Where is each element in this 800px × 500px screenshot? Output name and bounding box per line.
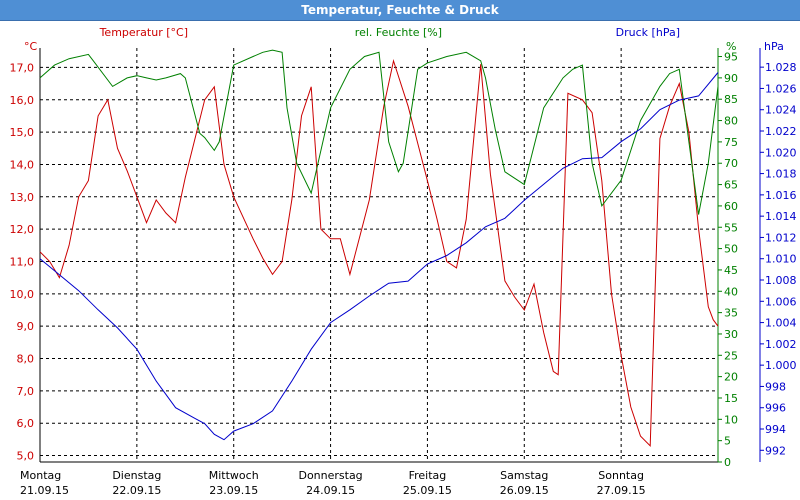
temperature-tick-label: 15,0 xyxy=(10,126,35,139)
humidity-tick-label: 0 xyxy=(724,456,731,469)
humidity-tick-label: 40 xyxy=(724,285,738,298)
x-tick-day: Montag xyxy=(20,469,61,482)
pressure-tick-label: 1.004 xyxy=(765,317,797,330)
humidity-tick-label: 35 xyxy=(724,307,738,320)
humidity-tick-label: 60 xyxy=(724,200,738,213)
humidity-tick-label: 90 xyxy=(724,72,738,85)
pressure-tick-label: 1.010 xyxy=(765,253,797,266)
x-tick-date: 21.09.15 xyxy=(20,484,69,497)
temperature-tick-label: 9,0 xyxy=(17,320,35,333)
pressure-series-line xyxy=(39,72,719,441)
pressure-axis-label: Druck [hPa] xyxy=(616,26,680,39)
pressure-tick-label: 1.026 xyxy=(765,82,797,95)
x-tick-date: 23.09.15 xyxy=(209,484,258,497)
humidity-axis-label: rel. Feuchte [%] xyxy=(355,26,442,39)
humidity-tick-label: 50 xyxy=(724,243,738,256)
x-tick-date: 27.09.15 xyxy=(597,484,646,497)
pressure-tick-label: 998 xyxy=(765,380,786,393)
x-tick-day: Freitag xyxy=(409,469,447,482)
humidity-tick-label: 15 xyxy=(724,392,738,405)
x-tick-date: 22.09.15 xyxy=(112,484,161,497)
humidity-tick-label: 95 xyxy=(724,51,738,64)
x-tick-day: Mittwoch xyxy=(209,469,259,482)
humidity-tick-label: 30 xyxy=(724,328,738,341)
pressure-tick-label: 994 xyxy=(765,423,786,436)
pressure-tick-label: 996 xyxy=(765,402,786,415)
temperature-tick-label: 17,0 xyxy=(10,61,35,74)
pressure-tick-label: 1.016 xyxy=(765,189,797,202)
humidity-tick-label: 65 xyxy=(724,179,738,192)
x-tick-date: 26.09.15 xyxy=(500,484,549,497)
humidity-tick-label: 80 xyxy=(724,115,738,128)
pressure-tick-label: 1.024 xyxy=(765,104,797,117)
x-tick-day: Samstag xyxy=(500,469,548,482)
temperature-tick-label: 12,0 xyxy=(10,223,35,236)
temperature-tick-label: 8,0 xyxy=(17,353,35,366)
humidity-tick-label: 45 xyxy=(724,264,738,277)
temperature-tick-label: 16,0 xyxy=(10,94,35,107)
humidity-unit: % xyxy=(726,40,736,53)
pressure-tick-label: 1.012 xyxy=(765,231,797,244)
pressure-tick-label: 1.006 xyxy=(765,295,797,308)
x-tick-date: 24.09.15 xyxy=(306,484,355,497)
temperature-axis-label: Temperatur [°C] xyxy=(99,26,188,39)
x-tick-day: Donnerstag xyxy=(298,469,362,482)
temperature-tick-label: 13,0 xyxy=(10,191,35,204)
pressure-tick-label: 1.014 xyxy=(765,210,797,223)
pressure-tick-label: 1.002 xyxy=(765,338,797,351)
humidity-tick-label: 25 xyxy=(724,349,738,362)
pressure-tick-label: 1.000 xyxy=(765,359,797,372)
pressure-tick-label: 1.020 xyxy=(765,146,797,159)
window-title: Temperatur, Feuchte & Druck xyxy=(301,3,499,17)
pressure-tick-label: 1.018 xyxy=(765,168,797,181)
humidity-tick-label: 10 xyxy=(724,413,738,426)
pressure-tick-label: 992 xyxy=(765,444,786,457)
temperature-tick-label: 14,0 xyxy=(10,158,35,171)
temperature-tick-label: 11,0 xyxy=(10,255,35,268)
humidity-tick-label: 85 xyxy=(724,93,738,106)
x-tick-day: Sonntag xyxy=(598,469,644,482)
pressure-tick-label: 1.022 xyxy=(765,125,797,138)
humidity-series-line xyxy=(39,49,719,215)
temperature-series-line xyxy=(39,58,719,447)
humidity-tick-label: 20 xyxy=(724,371,738,384)
temperature-tick-label: 6,0 xyxy=(17,417,35,430)
temperature-unit: °C xyxy=(24,40,38,53)
temperature-tick-label: 5,0 xyxy=(17,450,35,463)
x-tick-date: 25.09.15 xyxy=(403,484,452,497)
temperature-tick-label: 10,0 xyxy=(10,288,35,301)
pressure-tick-label: 1.008 xyxy=(765,274,797,287)
humidity-tick-label: 5 xyxy=(724,435,731,448)
pressure-tick-label: 1.028 xyxy=(765,61,797,74)
humidity-tick-label: 70 xyxy=(724,157,738,170)
humidity-tick-label: 75 xyxy=(724,136,738,149)
pressure-unit: hPa xyxy=(764,40,784,53)
title-bar: Temperatur, Feuchte & Druck xyxy=(0,0,800,21)
humidity-tick-label: 55 xyxy=(724,221,738,234)
temperature-tick-label: 7,0 xyxy=(17,385,35,398)
x-tick-day: Dienstag xyxy=(112,469,161,482)
